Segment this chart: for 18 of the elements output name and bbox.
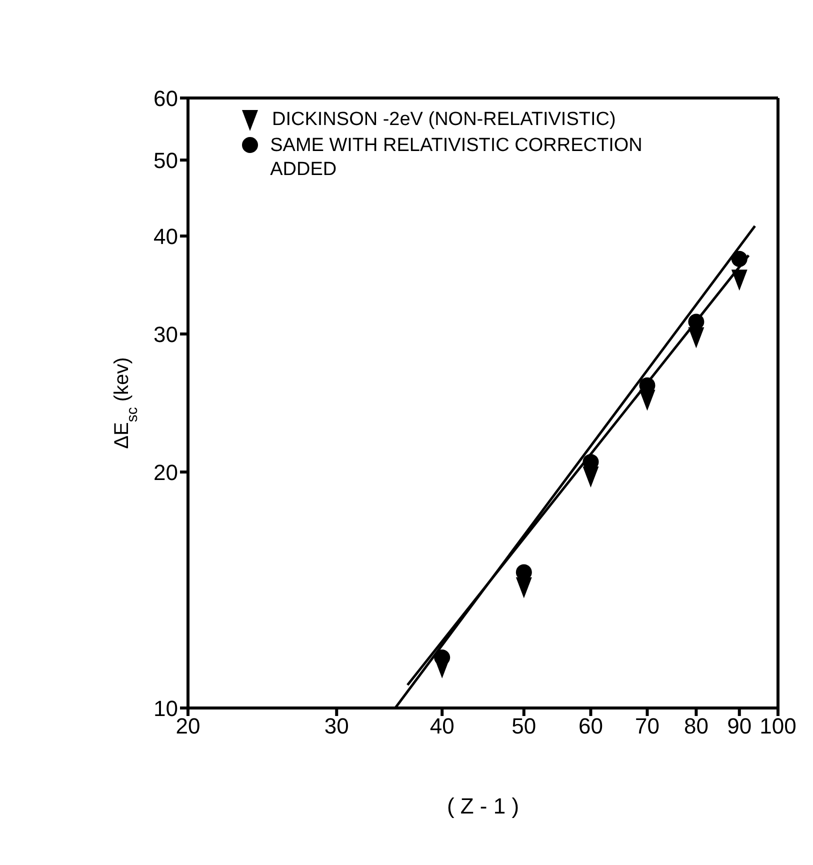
x-tick-label: 100 [760, 714, 796, 739]
x-tick-label: 80 [684, 714, 708, 739]
x-tick-label: 30 [324, 714, 349, 739]
x-tick-label: 90 [727, 714, 752, 739]
legend-label: DICKINSON -2eV (NON-RELATIVISTIC) [272, 108, 616, 132]
x-tick-label: 50 [512, 714, 536, 739]
x-tick-label: 20 [176, 714, 200, 739]
y-tick-label: 40 [154, 224, 178, 249]
x-axis-title: ( Z - 1 ) [446, 794, 520, 819]
y-tick-label: 50 [154, 148, 178, 173]
x-tick-label: 70 [635, 714, 660, 739]
y-tick-label: 30 [154, 322, 178, 347]
x-tick-label: 40 [430, 714, 454, 739]
y-tick-label: 10 [154, 696, 178, 721]
x-tick-label: 60 [578, 714, 603, 739]
legend-label: SAME WITH RELATIVISTIC CORRECTION ADDED [270, 134, 644, 182]
y-tick-label: 20 [154, 460, 178, 485]
y-tick-label: 60 [154, 86, 178, 111]
